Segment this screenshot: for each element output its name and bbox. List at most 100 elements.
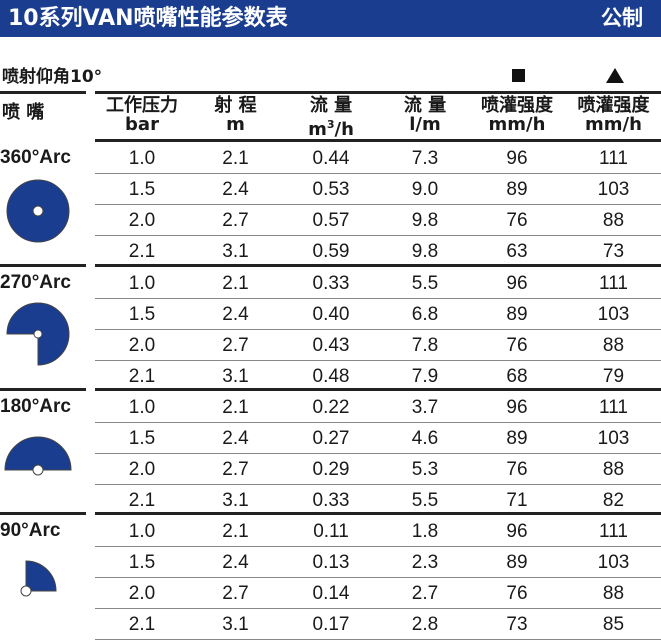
precip-square-cell: 76 bbox=[506, 583, 528, 604]
precip-triangle-cell: 88 bbox=[602, 459, 625, 480]
page-title: 10系列VAN喷嘴性能参数表 bbox=[8, 6, 288, 31]
flow-m3h-column-header: 流 量 m3/h bbox=[282, 96, 380, 140]
row-rule bbox=[95, 360, 661, 361]
pressure-cell: 2.1 bbox=[128, 490, 156, 511]
pressure-cell: 2.1 bbox=[128, 366, 156, 387]
flow-m3h-unit-exponent: 3 bbox=[326, 118, 335, 131]
flow-m3h-cell: 0.57 bbox=[312, 210, 350, 231]
group-rule bbox=[0, 512, 86, 515]
flow-m3h-unit-base: m bbox=[308, 119, 327, 140]
flow-lm-cell: 7.8 bbox=[411, 335, 439, 356]
row-rule bbox=[95, 577, 661, 578]
precip-square-cell: 96 bbox=[506, 148, 528, 169]
flow-lm-cell: 7.9 bbox=[411, 366, 439, 387]
pressure-header-unit: bar bbox=[125, 114, 159, 135]
flow-lm-cell: 9.0 bbox=[411, 179, 439, 200]
row-rule bbox=[95, 204, 661, 205]
precip-square-cell: 96 bbox=[506, 273, 528, 294]
group-rule bbox=[0, 264, 86, 267]
precip-triangle-cell: 103 bbox=[597, 179, 630, 200]
pressure-cell: 1.5 bbox=[128, 304, 156, 325]
radius-cell: 3.1 bbox=[222, 366, 249, 387]
flow-m3h-cell: 0.53 bbox=[312, 179, 350, 200]
group-rule bbox=[95, 388, 661, 391]
precip-square-cell: 76 bbox=[506, 335, 528, 356]
flow-m3h-cell: 0.33 bbox=[312, 490, 350, 511]
flow-lm-cell: 3.7 bbox=[411, 397, 439, 418]
pressure-cell: 2.0 bbox=[128, 210, 156, 231]
pressure-cell: 2.1 bbox=[128, 614, 156, 635]
flow-lm-cell: 5.5 bbox=[411, 273, 439, 294]
pressure-cell: 2.1 bbox=[128, 241, 156, 262]
radius-cell: 2.4 bbox=[222, 428, 249, 449]
precip-square-cell: 76 bbox=[506, 210, 528, 231]
radius-cell: 2.4 bbox=[222, 179, 249, 200]
row-rule bbox=[95, 453, 661, 454]
precip-square-cell: 73 bbox=[506, 614, 528, 635]
row-rule bbox=[95, 173, 661, 174]
flow-m3h-cell: 0.14 bbox=[312, 583, 350, 604]
radius-cell: 2.1 bbox=[222, 148, 249, 169]
precip-triangle-cell: 111 bbox=[599, 397, 628, 418]
precip-triangle-cell: 111 bbox=[599, 521, 628, 542]
radius-cell: 2.7 bbox=[222, 459, 249, 480]
radius-cell: 2.1 bbox=[222, 273, 249, 294]
radius-cell: 2.1 bbox=[222, 521, 249, 542]
radius-cell: 2.7 bbox=[222, 335, 249, 356]
flow-lm-cell: 2.3 bbox=[411, 552, 439, 573]
group-rule bbox=[95, 264, 661, 267]
full-circle-arc-icon bbox=[5, 178, 71, 249]
flow-lm-cell: 7.3 bbox=[411, 148, 439, 169]
flow-lm-cell: 6.8 bbox=[411, 304, 439, 325]
half-arc-icon bbox=[3, 436, 73, 481]
flow-m3h-cell: 0.59 bbox=[312, 241, 350, 262]
radius-header-label: 射 程 bbox=[214, 95, 257, 116]
flow-lm-column-header: 流 量 l/m bbox=[380, 96, 470, 140]
precip-triangle-cell: 88 bbox=[602, 210, 625, 231]
flow-lm-cell: 2.8 bbox=[411, 614, 439, 635]
precip-triangle-cell: 103 bbox=[597, 428, 630, 449]
precip-triangle-column-header: 喷灌强度 mm/h bbox=[566, 96, 661, 140]
flow-lm-cell: 9.8 bbox=[411, 210, 439, 231]
precip-square-cell: 89 bbox=[506, 428, 528, 449]
group-rule bbox=[95, 512, 661, 515]
row-rule bbox=[95, 298, 661, 299]
pressure-cell: 2.0 bbox=[128, 459, 156, 480]
radius-header-unit: m bbox=[226, 114, 245, 135]
group-rule bbox=[95, 139, 661, 142]
precip-square-cell: 76 bbox=[506, 459, 528, 480]
flow-m3h-cell: 0.11 bbox=[313, 521, 349, 542]
radius-cell: 3.1 bbox=[222, 614, 249, 635]
precip-triangle-cell: 73 bbox=[602, 241, 625, 262]
precip-square-header-unit: mm/h bbox=[488, 114, 546, 135]
precip-triangle-cell: 111 bbox=[599, 148, 628, 169]
precip-triangle-cell: 85 bbox=[602, 614, 625, 635]
pressure-cell: 1.5 bbox=[128, 428, 156, 449]
pressure-cell: 1.5 bbox=[128, 552, 156, 573]
nozzle-column-header: 喷 嘴 bbox=[2, 102, 45, 123]
pressure-column-header: 工作压力 bar bbox=[95, 96, 189, 140]
pressure-cell: 1.0 bbox=[128, 273, 156, 294]
precip-square-cell: 96 bbox=[506, 397, 528, 418]
precip-triangle-cell: 88 bbox=[602, 335, 625, 356]
pressure-cell: 1.0 bbox=[128, 148, 156, 169]
row-rule bbox=[95, 546, 661, 547]
precip-triangle-cell: 88 bbox=[602, 583, 625, 604]
pressure-cell: 1.0 bbox=[128, 397, 156, 418]
flow-lm-header-unit: l/m bbox=[409, 114, 441, 135]
precip-square-cell: 89 bbox=[506, 552, 528, 573]
triangle-spacing-icon bbox=[606, 68, 624, 83]
title-bar: 10系列VAN喷嘴性能参数表 公制 bbox=[0, 0, 661, 37]
table-bottom-rule bbox=[95, 639, 661, 640]
precip-triangle-cell: 111 bbox=[599, 273, 628, 294]
flow-m3h-cell: 0.17 bbox=[312, 614, 350, 635]
precip-square-cell: 89 bbox=[506, 179, 528, 200]
arc-label: 270°Arc bbox=[0, 272, 71, 293]
row-rule bbox=[95, 608, 661, 609]
square-spacing-icon bbox=[512, 69, 525, 82]
precip-triangle-cell: 103 bbox=[597, 304, 630, 325]
flow-m3h-cell: 0.27 bbox=[312, 428, 350, 449]
precip-square-cell: 68 bbox=[506, 366, 528, 387]
flow-m3h-cell: 0.33 bbox=[312, 273, 350, 294]
flow-m3h-header-label: 流 量 bbox=[309, 95, 353, 116]
